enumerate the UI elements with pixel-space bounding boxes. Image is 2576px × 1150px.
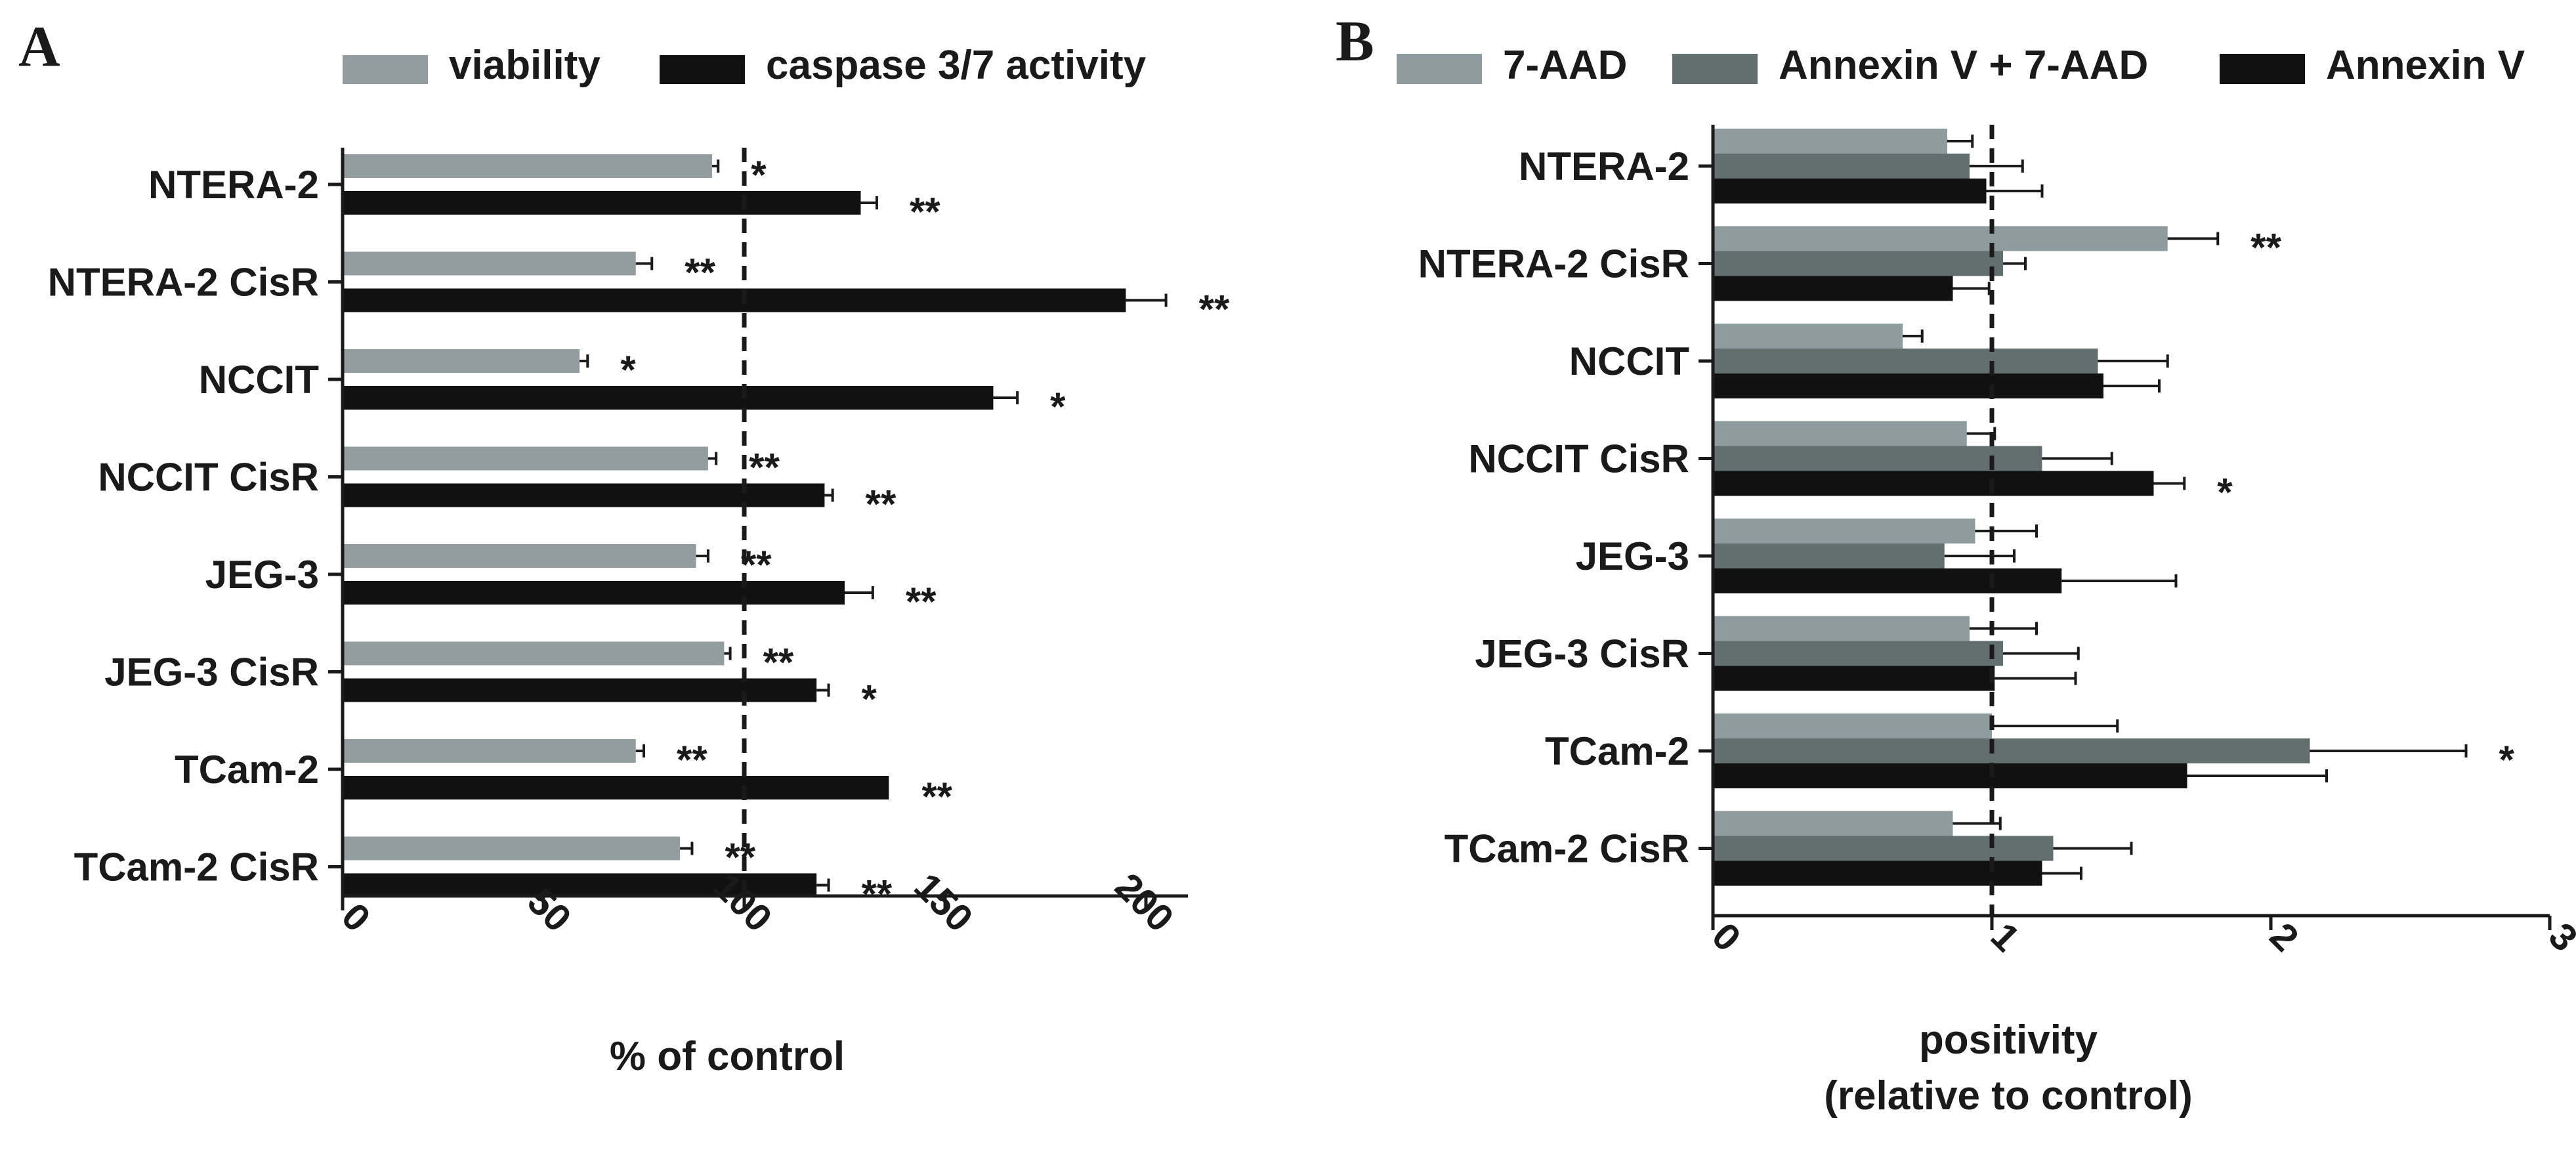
significance-mark-7-0: ** <box>725 836 755 880</box>
x-axis-title-line2: (relative to control) <box>1824 1073 2193 1118</box>
significance-mark-3-0: ** <box>749 446 780 490</box>
legend-swatch-0 <box>1397 54 1482 84</box>
bar-0-2 <box>1713 179 1987 203</box>
bar-4-0 <box>343 544 696 568</box>
y-tick-label-7: TCam-2 CisR <box>74 845 319 889</box>
bar-1-1 <box>343 288 1126 312</box>
y-tick-label-5: JEG-3 CisR <box>104 650 319 694</box>
y-tick-label-4: JEG-3 <box>1576 534 1689 578</box>
panel-b-letter: B <box>1336 10 1374 74</box>
bar-0-0 <box>1713 129 1947 154</box>
legend-label-0: 7-AAD <box>1503 43 1627 88</box>
bar-2-1 <box>1713 349 2098 373</box>
bar-7-0 <box>343 836 681 861</box>
significance-mark-6-1: * <box>2499 738 2515 782</box>
bar-3-1 <box>343 483 825 507</box>
bar-3-0 <box>1713 421 1967 446</box>
bar-5-2 <box>1713 666 1995 691</box>
bar-7-1 <box>1713 836 2054 861</box>
y-tick-label-6: TCam-2 <box>175 748 319 792</box>
legend-swatch-1 <box>660 55 745 84</box>
bar-4-1 <box>1713 543 1945 568</box>
bar-6-0 <box>343 739 636 763</box>
bar-6-2 <box>1713 763 2187 788</box>
significance-mark-5-1: * <box>862 677 877 721</box>
panel-a-letter: A <box>18 15 60 79</box>
significance-mark-4-1: ** <box>906 580 937 624</box>
bar-3-2 <box>1713 471 2154 496</box>
x-tick-label-2: 2 <box>2262 914 2307 960</box>
y-tick-label-3: NCCIT CisR <box>1468 437 1689 481</box>
y-tick-label-0: NTERA-2 <box>148 163 319 207</box>
y-tick-label-0: NTERA-2 <box>1519 144 1689 188</box>
significance-mark-5-0: ** <box>763 641 794 685</box>
bar-6-0 <box>1713 713 1992 738</box>
bar-4-2 <box>1713 568 2062 593</box>
panel-b-chart: 7-AAD Annexin V + 7-AAD Annexin VNTERA-2**… <box>1397 43 2576 1118</box>
x-tick-label-3: 150 <box>906 865 981 940</box>
significance-mark-0-1: ** <box>910 190 940 234</box>
bar-4-1 <box>343 581 845 605</box>
significance-mark-1-0: ** <box>685 251 715 295</box>
legend-label-1: caspase 3/7 activity <box>766 43 1147 88</box>
x-tick-label-0: 0 <box>1704 914 1749 960</box>
bar-1-0 <box>343 251 636 276</box>
significance-mark-1-0: ** <box>2250 226 2281 270</box>
bar-3-1 <box>1713 446 2042 471</box>
y-tick-label-7: TCam-2 CisR <box>1445 827 1689 871</box>
significance-mark-0-0: * <box>751 153 767 197</box>
x-axis-title: positivity <box>1919 1017 2098 1063</box>
significance-mark-3-2: * <box>2217 471 2233 515</box>
x-tick-label-4: 200 <box>1107 865 1181 940</box>
significance-mark-3-1: ** <box>866 482 897 526</box>
legend-label-2: Annexin V <box>2326 43 2525 88</box>
significance-mark-6-1: ** <box>921 775 952 819</box>
bar-6-1 <box>1713 738 2310 763</box>
y-tick-label-2: NCCIT <box>199 358 319 402</box>
bar-1-2 <box>1713 276 1953 301</box>
bar-2-1 <box>343 386 994 410</box>
bar-0-1 <box>1713 154 1970 179</box>
bar-0-1 <box>343 191 861 215</box>
legend-swatch-0 <box>343 55 428 84</box>
panel-a-chart: viability caspase 3/7 activity***NTERA-2*… <box>48 43 1230 1079</box>
bar-7-0 <box>1713 811 1953 836</box>
bar-3-0 <box>343 446 708 471</box>
significance-mark-2-1: * <box>1050 385 1066 429</box>
legend-label-0: viability <box>449 43 601 88</box>
y-tick-label-2: NCCIT <box>1569 339 1689 383</box>
bar-2-0 <box>343 349 580 373</box>
bar-5-0 <box>1713 616 1970 641</box>
bar-5-1 <box>1713 641 2003 666</box>
legend-label-1: Annexin V + 7-AAD <box>1779 43 2148 88</box>
bar-7-1 <box>343 873 817 897</box>
bar-0-0 <box>343 154 713 178</box>
y-tick-label-1: NTERA-2 CisR <box>1418 242 1689 286</box>
x-tick-label-3: 3 <box>2541 914 2576 960</box>
legend-swatch-2 <box>2220 54 2305 84</box>
y-tick-label-6: TCam-2 <box>1545 729 1689 773</box>
bar-1-1 <box>1713 251 2003 276</box>
bar-2-2 <box>1713 373 2103 398</box>
significance-mark-2-0: * <box>620 348 636 392</box>
y-tick-label-4: JEG-3 <box>205 553 319 597</box>
x-tick-label-1: 1 <box>1983 914 2028 960</box>
bar-6-1 <box>343 776 889 799</box>
x-axis-title: % of control <box>610 1034 845 1079</box>
bar-5-1 <box>343 678 817 702</box>
bar-4-0 <box>1713 519 1975 543</box>
bar-5-0 <box>343 641 725 666</box>
bar-1-0 <box>1713 226 2168 251</box>
y-tick-label-3: NCCIT CisR <box>98 456 319 500</box>
x-tick-label-0: 0 <box>333 895 379 940</box>
bar-2-0 <box>1713 324 1903 349</box>
y-tick-label-1: NTERA-2 CisR <box>48 261 319 305</box>
y-tick-label-5: JEG-3 CisR <box>1475 632 1689 676</box>
significance-mark-6-0: ** <box>677 738 707 782</box>
significance-mark-1-1: ** <box>1199 288 1230 331</box>
significance-mark-7-1: ** <box>862 872 893 916</box>
legend-swatch-1 <box>1672 54 1758 84</box>
bar-7-2 <box>1713 861 2042 886</box>
